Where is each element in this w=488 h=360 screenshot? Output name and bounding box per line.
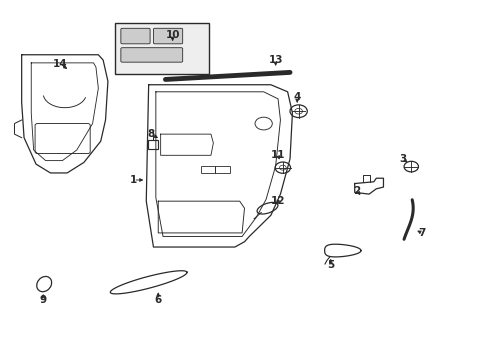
Text: 14: 14 [53,59,67,68]
Text: 6: 6 [154,295,162,305]
Text: 12: 12 [270,196,285,206]
Text: 8: 8 [147,129,154,139]
Bar [215,166,229,173]
Text: 5: 5 [326,260,334,270]
Text: 2: 2 [353,186,360,195]
Text: 7: 7 [417,228,425,238]
Text: 9: 9 [40,295,47,305]
Bar [147,140,158,149]
FancyBboxPatch shape [153,28,183,44]
Text: 13: 13 [268,55,283,65]
FancyBboxPatch shape [121,28,150,44]
Bar [201,166,215,173]
Text: 11: 11 [270,150,285,160]
Text: 3: 3 [398,154,406,164]
Text: 4: 4 [293,92,300,102]
Text: 10: 10 [165,30,180,40]
Text: 1: 1 [129,175,137,185]
FancyBboxPatch shape [121,48,183,62]
Bar [115,23,208,74]
